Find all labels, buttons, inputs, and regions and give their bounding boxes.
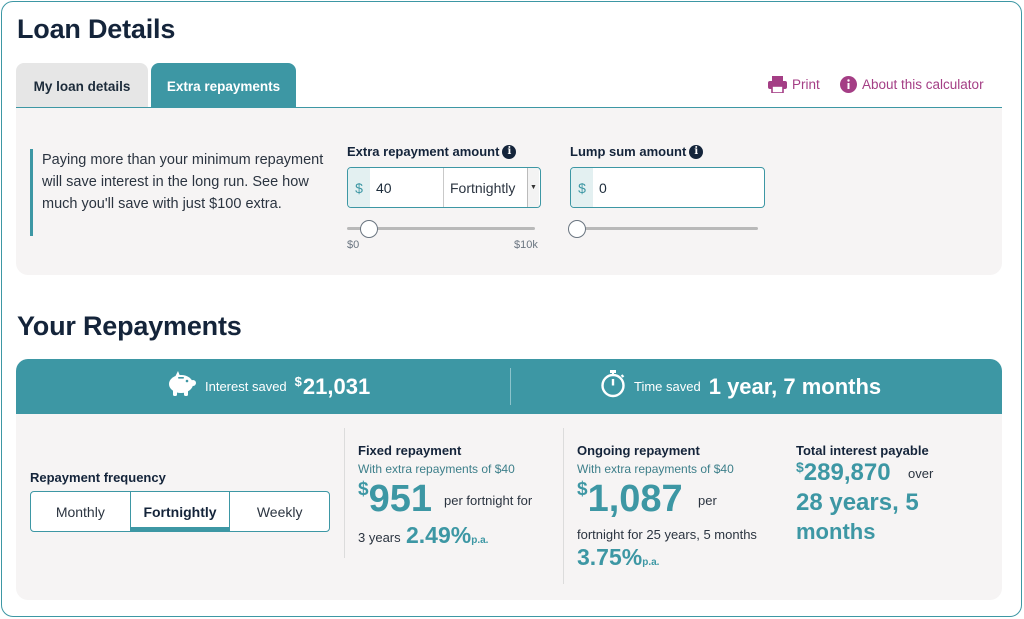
tab-extra-repayments[interactable]: Extra repayments — [151, 63, 296, 109]
time-saved-label: Time saved — [634, 379, 701, 394]
intro-text: Paying more than your minimum repayment … — [30, 149, 325, 236]
lump-sum-input-group: $ 0 — [570, 167, 765, 208]
ongoing-repayment-title: Ongoing repayment — [577, 443, 700, 458]
ongoing-interest-rate: 3.75%p.a. — [577, 544, 659, 571]
frequency-fortnightly-button[interactable]: Fortnightly — [129, 492, 230, 531]
column-divider — [563, 428, 564, 584]
fixed-repayment-title: Fixed repayment — [358, 443, 462, 458]
printer-icon — [768, 76, 787, 93]
ongoing-rate-value: 3.75% — [577, 544, 643, 570]
info-icon — [840, 76, 857, 93]
ongoing-currency: $ — [577, 479, 588, 500]
total-interest-currency: $ — [796, 459, 804, 475]
about-label: About this calculator — [862, 77, 984, 92]
print-label: Print — [792, 77, 820, 92]
lump-sum-label-row: Lump sum amount i — [570, 144, 704, 159]
about-calculator-link[interactable]: About this calculator — [840, 76, 984, 93]
ongoing-amount-value: 1,087 — [587, 478, 683, 520]
interest-saved-value: $21,031 — [295, 374, 371, 400]
slider-max-label: $10k — [514, 239, 538, 251]
time-saved-stat: Time saved 1 year, 7 months — [600, 359, 881, 414]
tab-my-loan-details[interactable]: My loan details — [16, 63, 148, 109]
ongoing-repayment-subtitle: With extra repayments of $40 — [577, 462, 734, 476]
extra-repayment-input-group: $ 40 Fortnightly ▼ — [347, 167, 541, 208]
interest-saved-currency: $ — [294, 373, 302, 389]
frequency-weekly-button[interactable]: Weekly — [229, 492, 329, 531]
total-interest-amount: $289,870 — [796, 459, 891, 487]
total-interest-term-line1: 28 years, 5 — [796, 489, 919, 516]
extra-repayment-label-row: Extra repayment amount i — [347, 144, 517, 159]
lump-sum-slider-handle[interactable] — [568, 220, 586, 238]
fixed-rate-unit: p.a. — [471, 535, 489, 546]
print-link[interactable]: Print — [768, 76, 820, 93]
repayment-frequency-label: Repayment frequency — [30, 470, 166, 485]
total-interest-term-line2: months — [796, 519, 876, 544]
banner-divider — [510, 368, 511, 405]
lump-sum-input[interactable]: 0 — [599, 179, 607, 196]
tab-underline — [16, 107, 1002, 109]
ongoing-repayment-term: fortnight for 25 years, 5 months — [577, 527, 757, 542]
frequency-select-value: Fortnightly — [450, 179, 516, 196]
info-icon[interactable]: i — [502, 144, 517, 159]
currency-prefix: $ — [571, 168, 593, 207]
stopwatch-icon — [600, 370, 626, 403]
extra-repayment-input[interactable]: 40 — [376, 179, 392, 196]
piggy-bank-icon — [167, 371, 197, 402]
time-saved-value: 1 year, 7 months — [708, 373, 882, 399]
ongoing-repayment-amount: $1,087 — [577, 478, 683, 521]
fixed-currency: $ — [358, 479, 369, 500]
lump-sum-slider-track[interactable] — [570, 227, 758, 230]
fixed-repayment-subtitle: With extra repayments of $40 — [358, 462, 515, 476]
column-divider — [344, 428, 345, 558]
fixed-amount-value: 951 — [368, 478, 432, 520]
total-interest-over: over — [908, 466, 934, 481]
interest-saved-amount: 21,031 — [302, 373, 371, 399]
repayment-frequency-toggle: Monthly Fortnightly Weekly — [30, 491, 330, 532]
loan-details-title: Loan Details — [17, 14, 176, 44]
interest-saved-stat: Interest saved $21,031 — [167, 359, 370, 414]
fixed-repayment-term: 3 years — [358, 530, 401, 545]
extra-repayment-slider-track[interactable] — [347, 227, 535, 230]
ongoing-repayment-suffix: per — [698, 493, 717, 508]
extra-repayment-slider-handle[interactable] — [360, 220, 378, 238]
fixed-rate-value: 2.49% — [406, 522, 472, 548]
lump-sum-label: Lump sum amount — [570, 144, 687, 159]
repayments-title: Your Repayments — [17, 311, 242, 341]
interest-saved-label: Interest saved — [205, 379, 287, 394]
fixed-interest-rate: 2.49%p.a. — [406, 522, 488, 549]
extra-repayment-frequency-select[interactable]: Fortnightly ▼ — [443, 168, 539, 207]
total-interest-title: Total interest payable — [796, 443, 929, 458]
frequency-monthly-button[interactable]: Monthly — [55, 503, 105, 520]
extra-repayment-label: Extra repayment amount — [347, 144, 500, 159]
total-interest-value: 289,870 — [803, 459, 891, 486]
info-icon[interactable]: i — [689, 144, 704, 159]
ongoing-rate-unit: p.a. — [642, 557, 660, 568]
currency-prefix: $ — [348, 168, 370, 207]
fixed-repayment-suffix: per fortnight for — [444, 493, 533, 508]
fixed-repayment-amount: $951 — [358, 478, 432, 521]
slider-min-label: $0 — [347, 239, 360, 251]
chevron-down-icon: ▼ — [527, 168, 539, 207]
